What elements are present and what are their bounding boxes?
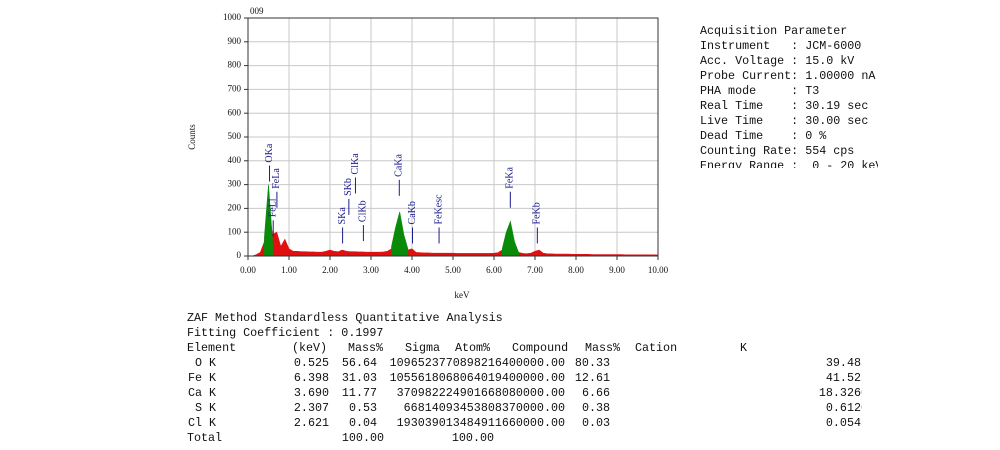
acquisition-line: Dead Time : 0 % bbox=[700, 129, 827, 143]
x-tick-label: 9.00 bbox=[609, 265, 625, 275]
x-tick-label: 4.00 bbox=[404, 265, 420, 275]
acquisition-line: Counting Rate: 554 cps bbox=[700, 144, 854, 158]
y-tick-label: 900 bbox=[228, 36, 242, 46]
sigma-cell: 1055618068064019400000.00 bbox=[390, 371, 565, 385]
sigma-cell: 370982224901668080000.00 bbox=[397, 386, 565, 400]
acquisition-line: Acc. Voltage : 15.0 kV bbox=[700, 54, 854, 68]
compound-mass-cell: 80.33 bbox=[575, 356, 610, 370]
compound-mass-cell: 6.66 bbox=[582, 386, 610, 400]
x-tick-label: 7.00 bbox=[527, 265, 543, 275]
k-cell: 18.3260 bbox=[819, 386, 868, 400]
column-header: K bbox=[740, 341, 747, 355]
peak-label: FeLl bbox=[268, 198, 279, 217]
peak-label: SKa bbox=[337, 207, 348, 225]
column-header: (keV) bbox=[292, 341, 327, 355]
kev-cell: 3.690 bbox=[294, 386, 329, 400]
k-cell: 39.483 bbox=[826, 356, 868, 370]
x-tick-label: 1.00 bbox=[281, 265, 297, 275]
peak-label: CaKb bbox=[407, 201, 418, 224]
y-tick-label: 500 bbox=[228, 131, 242, 141]
mass-cell: 11.77 bbox=[342, 386, 377, 400]
acquisition-line: PHA mode : T3 bbox=[700, 84, 819, 98]
acquisition-line: Probe Current: 1.00000 nA bbox=[700, 69, 876, 83]
element-cell: O K bbox=[195, 356, 216, 370]
peak-label: OKa bbox=[264, 143, 275, 162]
acquisition-title: Acquisition Parameter bbox=[700, 24, 847, 38]
peak-label: ClKb bbox=[358, 200, 369, 222]
x-tick-label: 2.00 bbox=[322, 265, 338, 275]
peak-label: ClKa bbox=[350, 153, 361, 175]
kev-cell: 6.398 bbox=[294, 371, 329, 385]
element-cell: S K bbox=[195, 401, 216, 415]
total-label: Total bbox=[187, 431, 222, 445]
plot-frame bbox=[247, 17, 659, 257]
x-tick-label: 0.00 bbox=[240, 265, 256, 275]
acquisition-line: Instrument : JCM-6000 bbox=[700, 39, 861, 53]
element-cell: Fe K bbox=[188, 371, 216, 385]
x-tick-label: 8.00 bbox=[568, 265, 584, 275]
acquisition-line: Energy Range : 0 - 20 keV bbox=[700, 159, 882, 173]
column-header: Atom% bbox=[455, 341, 491, 355]
total-atom: 100.00 bbox=[452, 431, 494, 445]
y-tick-label: 100 bbox=[228, 226, 242, 236]
peak-label: FeKb bbox=[532, 202, 543, 224]
spectrum-area bbox=[252, 208, 659, 257]
sigma-cell: 1096523770898216400000.00 bbox=[390, 356, 565, 370]
mass-cell: 31.03 bbox=[342, 371, 377, 385]
y-tick-label: 300 bbox=[228, 179, 242, 189]
kev-cell: 2.621 bbox=[294, 416, 329, 430]
peak-label: FeKa bbox=[505, 167, 516, 189]
column-header: Mass% bbox=[585, 341, 621, 355]
peak-label: CaKa bbox=[394, 154, 405, 177]
compound-mass-cell: 0.03 bbox=[582, 416, 610, 430]
analysis-title: ZAF Method Standardless Quantitative Ana… bbox=[187, 311, 503, 325]
k-cell: 41.523 bbox=[826, 371, 868, 385]
analysis-panel: ZAF Method Standardless Quantitative Ana… bbox=[187, 311, 747, 445]
x-axis-label: keV bbox=[455, 290, 470, 300]
element-cell: Ca K bbox=[188, 386, 216, 400]
column-header: Cation bbox=[635, 341, 677, 355]
y-tick-label: 200 bbox=[228, 202, 242, 212]
compound-mass-cell: 0.38 bbox=[582, 401, 610, 415]
y-tick-label: 800 bbox=[228, 60, 242, 70]
element-cell: Cl K bbox=[188, 416, 216, 430]
chart-title: 009 bbox=[250, 6, 264, 16]
acquisition-line: Live Time : 30.00 sec bbox=[700, 114, 868, 128]
column-header: Compound bbox=[512, 341, 568, 355]
y-tick-label: 400 bbox=[228, 155, 242, 165]
x-tick-label: 5.00 bbox=[445, 265, 461, 275]
column-header: Element bbox=[187, 341, 236, 355]
kev-cell: 2.307 bbox=[294, 401, 329, 415]
y-tick-label: 0 bbox=[237, 250, 242, 260]
column-header: Sigma bbox=[405, 341, 440, 355]
x-tick-label: 6.00 bbox=[486, 265, 502, 275]
sigma-cell: 66814093453808370000.00 bbox=[404, 401, 565, 415]
k-cell: 0.6120 bbox=[826, 401, 868, 415]
y-tick-label: 600 bbox=[228, 107, 242, 117]
mass-cell: 56.64 bbox=[342, 356, 377, 370]
spectrum-chart: 009 keV Counts 0 100 200 300 400 500 600 700 800… bbox=[187, 6, 669, 300]
acquisition-line: Real Time : 30.19 sec bbox=[700, 99, 868, 113]
kev-cell: 0.525 bbox=[294, 356, 329, 370]
y-tick-label: 1000 bbox=[223, 12, 242, 22]
peak-label: FeKesc bbox=[433, 194, 444, 225]
sigma-cell: 193039013484911660000.00 bbox=[397, 416, 565, 430]
column-header: Mass% bbox=[348, 341, 384, 355]
y-tick-label: 700 bbox=[228, 83, 242, 93]
k-cell: 0.0545 bbox=[826, 416, 868, 430]
x-tick-label: 10.00 bbox=[648, 265, 669, 275]
compound-mass-cell: 12.61 bbox=[575, 371, 610, 385]
fitting-coefficient: Fitting Coefficient : 0.1997 bbox=[187, 326, 383, 340]
peak-label: SKb bbox=[343, 178, 354, 196]
total-mass: 100.00 bbox=[342, 431, 384, 445]
mass-cell: 0.04 bbox=[349, 416, 377, 430]
mass-cell: 0.53 bbox=[349, 401, 377, 415]
peak-label: FeLa bbox=[271, 168, 282, 189]
y-axis-label: Counts bbox=[187, 124, 197, 150]
x-tick-label: 3.00 bbox=[363, 265, 379, 275]
